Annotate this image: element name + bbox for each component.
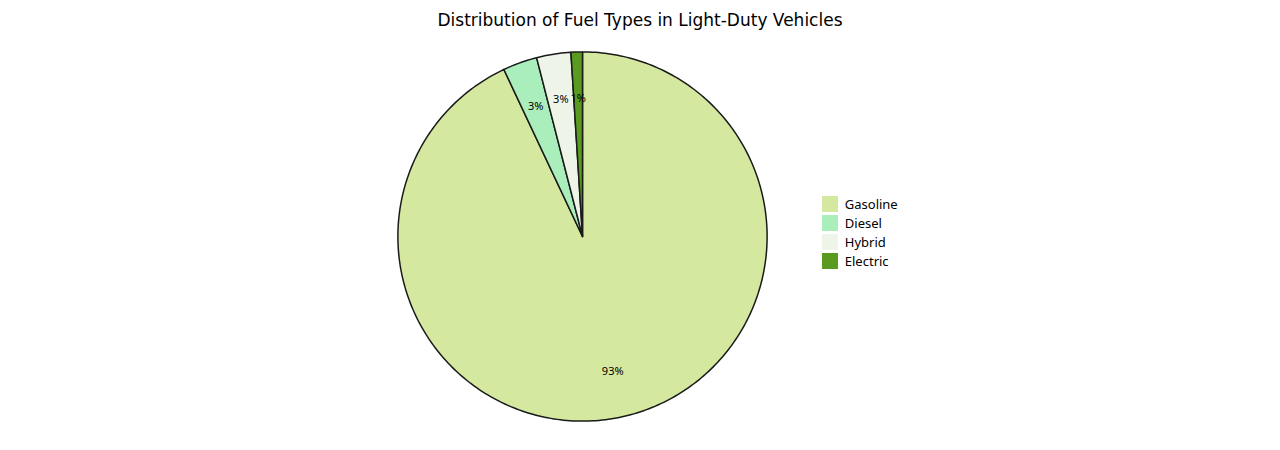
html-text:Distribution of Fuel Types in: Distribution of Fuel Types in Light-Duty… [437,10,843,30]
svg-text:3%: 3% [528,98,543,113]
html-text:Electric: Electric [844,251,889,270]
svg-text:1%: 1% [571,90,586,105]
html-text:Gasoline: Gasoline [844,194,898,213]
svg-text:3%: 3% [553,91,568,106]
html-text:Diesel: Diesel [844,213,882,232]
html-text:Hybrid: Hybrid [844,232,886,251]
svg-text:93%: 93% [602,363,624,378]
